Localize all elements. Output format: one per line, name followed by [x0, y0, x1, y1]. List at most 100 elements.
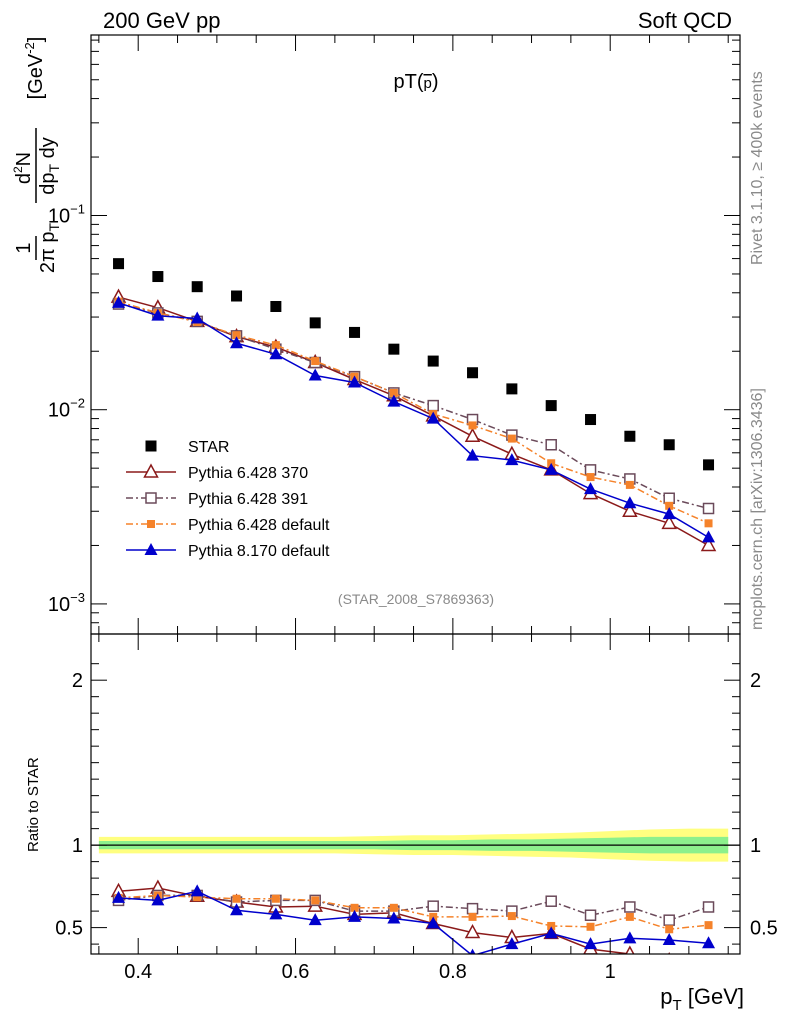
main-data-point — [586, 473, 595, 482]
x-axis-label-base: p — [660, 984, 672, 1009]
ratio-data-point — [426, 916, 440, 929]
main-data-point — [661, 514, 677, 530]
ratio-data-point — [190, 884, 204, 897]
main-data-point — [271, 341, 280, 350]
main-data-point — [624, 430, 636, 442]
main-data-point — [544, 462, 558, 475]
main-data-point — [348, 375, 362, 388]
main-data-point — [468, 421, 477, 430]
ratio-data-point — [544, 926, 558, 939]
ratio-data-point — [468, 912, 477, 921]
x-axis-label-sub: T — [672, 997, 681, 1014]
header-left: 200 GeV pp — [103, 8, 220, 33]
main-data-point — [625, 480, 634, 489]
legend-label: Pythia 8.170 default — [188, 543, 330, 560]
legend-entry: Pythia 6.428 391 — [126, 491, 308, 508]
main-data-point — [112, 295, 126, 308]
main-data-point — [309, 317, 321, 329]
ratio-data-point — [625, 945, 635, 954]
ratio-data-point — [387, 911, 401, 924]
main-y-axis-label: 1 2π pT d2N dpT dy [GeV-2] — [11, 37, 62, 273]
main-data-point — [665, 501, 674, 510]
ratio-data-point — [469, 948, 476, 954]
main-data-point — [623, 496, 637, 509]
ratio-data-point — [702, 901, 715, 913]
legend-marker — [145, 440, 157, 452]
ratio-data-point — [584, 909, 597, 921]
x-axis-label-unit: [GeV] — [688, 984, 744, 1009]
legend-entry: Pythia 8.170 default — [126, 543, 330, 560]
ratio-data-point — [624, 901, 636, 913]
title-particle: p — [423, 75, 431, 92]
mcplots-label: mcplots.cern.ch [arXiv:1306.3436] — [749, 388, 766, 630]
main-data-point — [700, 536, 717, 552]
ratio-data-point — [230, 903, 244, 916]
ratio-data-point — [350, 903, 359, 912]
main-series-line — [118, 302, 709, 539]
ratio-series-3 — [112, 884, 716, 954]
ratio-data-point — [308, 913, 322, 926]
main-data-point — [387, 394, 401, 407]
header-right: Soft QCD — [638, 8, 732, 33]
main-data-point — [622, 502, 638, 518]
rivet-label: Rivet 3.1.10, ≥ 400k events — [749, 71, 766, 265]
main-data-point — [662, 507, 676, 520]
svg-text:dpT dy: dpT dy — [37, 137, 62, 195]
ratio-data-point — [311, 896, 320, 905]
x-tick-label: 0.6 — [282, 961, 310, 983]
main-data-point — [269, 347, 283, 360]
main-data-point — [389, 388, 398, 397]
ratio-series-line — [118, 894, 709, 931]
ratio-y-tick-label: 0.5 — [55, 918, 83, 940]
main-data-point — [190, 311, 204, 324]
main-data-point — [585, 414, 597, 426]
legend-label: Pythia 6.428 370 — [188, 465, 308, 482]
main-series-line — [118, 303, 709, 510]
svg-text:1: 1 — [13, 242, 35, 253]
ratio-data-point — [507, 912, 516, 921]
main-data-point — [151, 308, 165, 321]
ratio-data-point — [623, 931, 637, 944]
main-data-point — [349, 326, 361, 338]
y-tick-label: 10−3 — [48, 590, 85, 616]
analysis-tag: (STAR_2008_S7869363) — [338, 591, 494, 607]
main-plot-title: pT(p) — [393, 71, 438, 93]
ratio-data-point — [702, 936, 716, 949]
main-data-point — [545, 400, 557, 412]
main-data-point — [230, 336, 244, 349]
ratio-y-axis-label: Ratio to STAR — [25, 757, 42, 852]
main-data-point — [505, 453, 519, 466]
main-series-line — [118, 296, 709, 547]
legend-marker — [143, 463, 159, 478]
ratio-data-point — [668, 952, 671, 954]
main-data-point — [191, 281, 203, 293]
ratio-data-point — [663, 914, 675, 926]
x-tick-label: 0.8 — [439, 961, 467, 983]
x-tick-label: 1 — [605, 961, 616, 983]
main-data-point — [467, 367, 479, 379]
main-data-point — [507, 434, 516, 443]
ratio-data-point — [547, 921, 556, 930]
main-data-point — [231, 290, 243, 302]
main-series-0 — [113, 258, 715, 471]
main-data-point — [308, 368, 322, 381]
ratio-data-point — [151, 893, 165, 906]
x-axis-label: pT [GeV] — [660, 984, 744, 1014]
main-series-line — [118, 300, 709, 524]
ratio-series — [110, 879, 716, 954]
x-tick-label: 0.4 — [124, 961, 152, 983]
main-data-point — [703, 459, 715, 471]
ratio-data-point — [466, 902, 479, 915]
main-data-point — [545, 439, 557, 451]
legend: STAR Pythia 6.428 370 Pythia 6.428 391 Pyth… — [126, 439, 330, 560]
main-data-point — [464, 427, 481, 443]
ratio-data-point — [271, 894, 280, 903]
legend-label: STAR — [188, 439, 229, 456]
ratio-data-point — [704, 921, 713, 930]
main-data-point — [427, 399, 439, 412]
title-close: ) — [432, 71, 439, 93]
ratio-data-point — [269, 907, 283, 920]
main-data-point — [270, 300, 282, 312]
ratio-data-point — [112, 890, 126, 903]
